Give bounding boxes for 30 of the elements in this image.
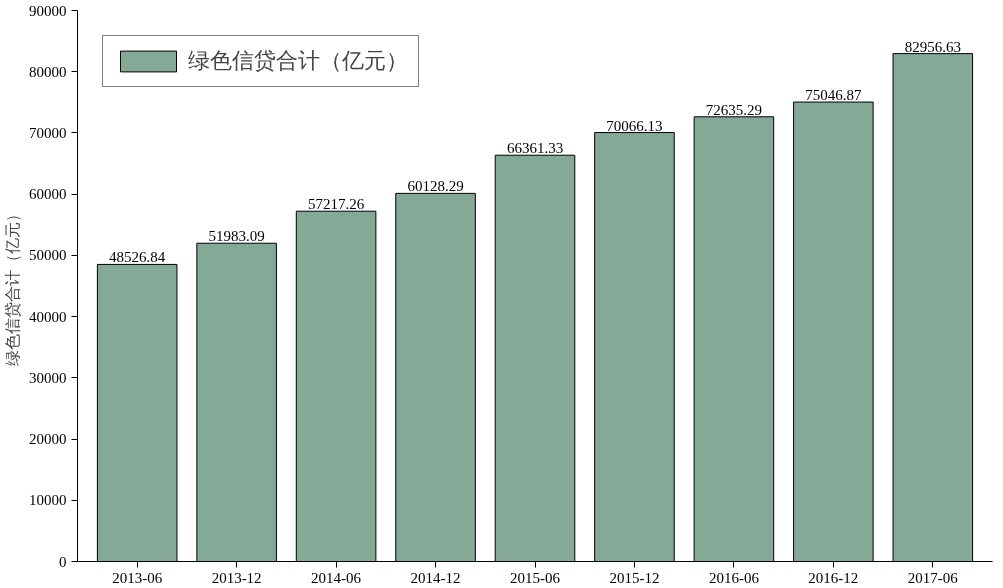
- data-label: 72635.29: [705, 101, 763, 118]
- data-label: 70066.13: [606, 117, 663, 134]
- y-tick-label: 0: [59, 553, 67, 570]
- x-tick-label: 2013-12: [211, 569, 262, 586]
- x-tick-label: 2015-12: [609, 569, 660, 586]
- data-label: 51983.09: [208, 228, 265, 245]
- y-tick-label: 10000: [29, 492, 67, 509]
- x-tick-label: 2014-06: [311, 569, 362, 586]
- y-axis-title: 绿色信贷合计（亿元）: [4, 206, 21, 366]
- data-label: 75046.87: [805, 87, 862, 104]
- y-tick-label: 20000: [29, 431, 67, 448]
- data-label: 60128.29: [407, 178, 464, 195]
- legend-label: 绿色信贷合计（亿元）: [188, 47, 408, 75]
- y-tick-label: 30000: [29, 369, 67, 386]
- y-tick-label: 70000: [29, 124, 67, 141]
- data-label: 66361.33: [506, 140, 564, 157]
- x-tick-label: 2013-06: [112, 569, 163, 586]
- y-tick-label: 50000: [29, 247, 67, 264]
- x-tick-label: 2016-06: [708, 569, 760, 586]
- x-tick-label: 2015-06: [510, 569, 561, 586]
- y-tick-label: 40000: [29, 308, 67, 325]
- x-tick-label: 2017-06: [907, 569, 959, 586]
- x-tick-label: 2014-12: [410, 569, 461, 586]
- data-label: 57217.26: [307, 196, 365, 213]
- x-tick-label: 2016-12: [808, 569, 859, 586]
- data-label: 48526.84: [109, 249, 166, 266]
- y-tick-label: 80000: [29, 63, 67, 80]
- data-label: 82956.63: [904, 38, 961, 55]
- y-tick-label: 60000: [29, 186, 67, 203]
- y-tick-label: 90000: [29, 2, 67, 19]
